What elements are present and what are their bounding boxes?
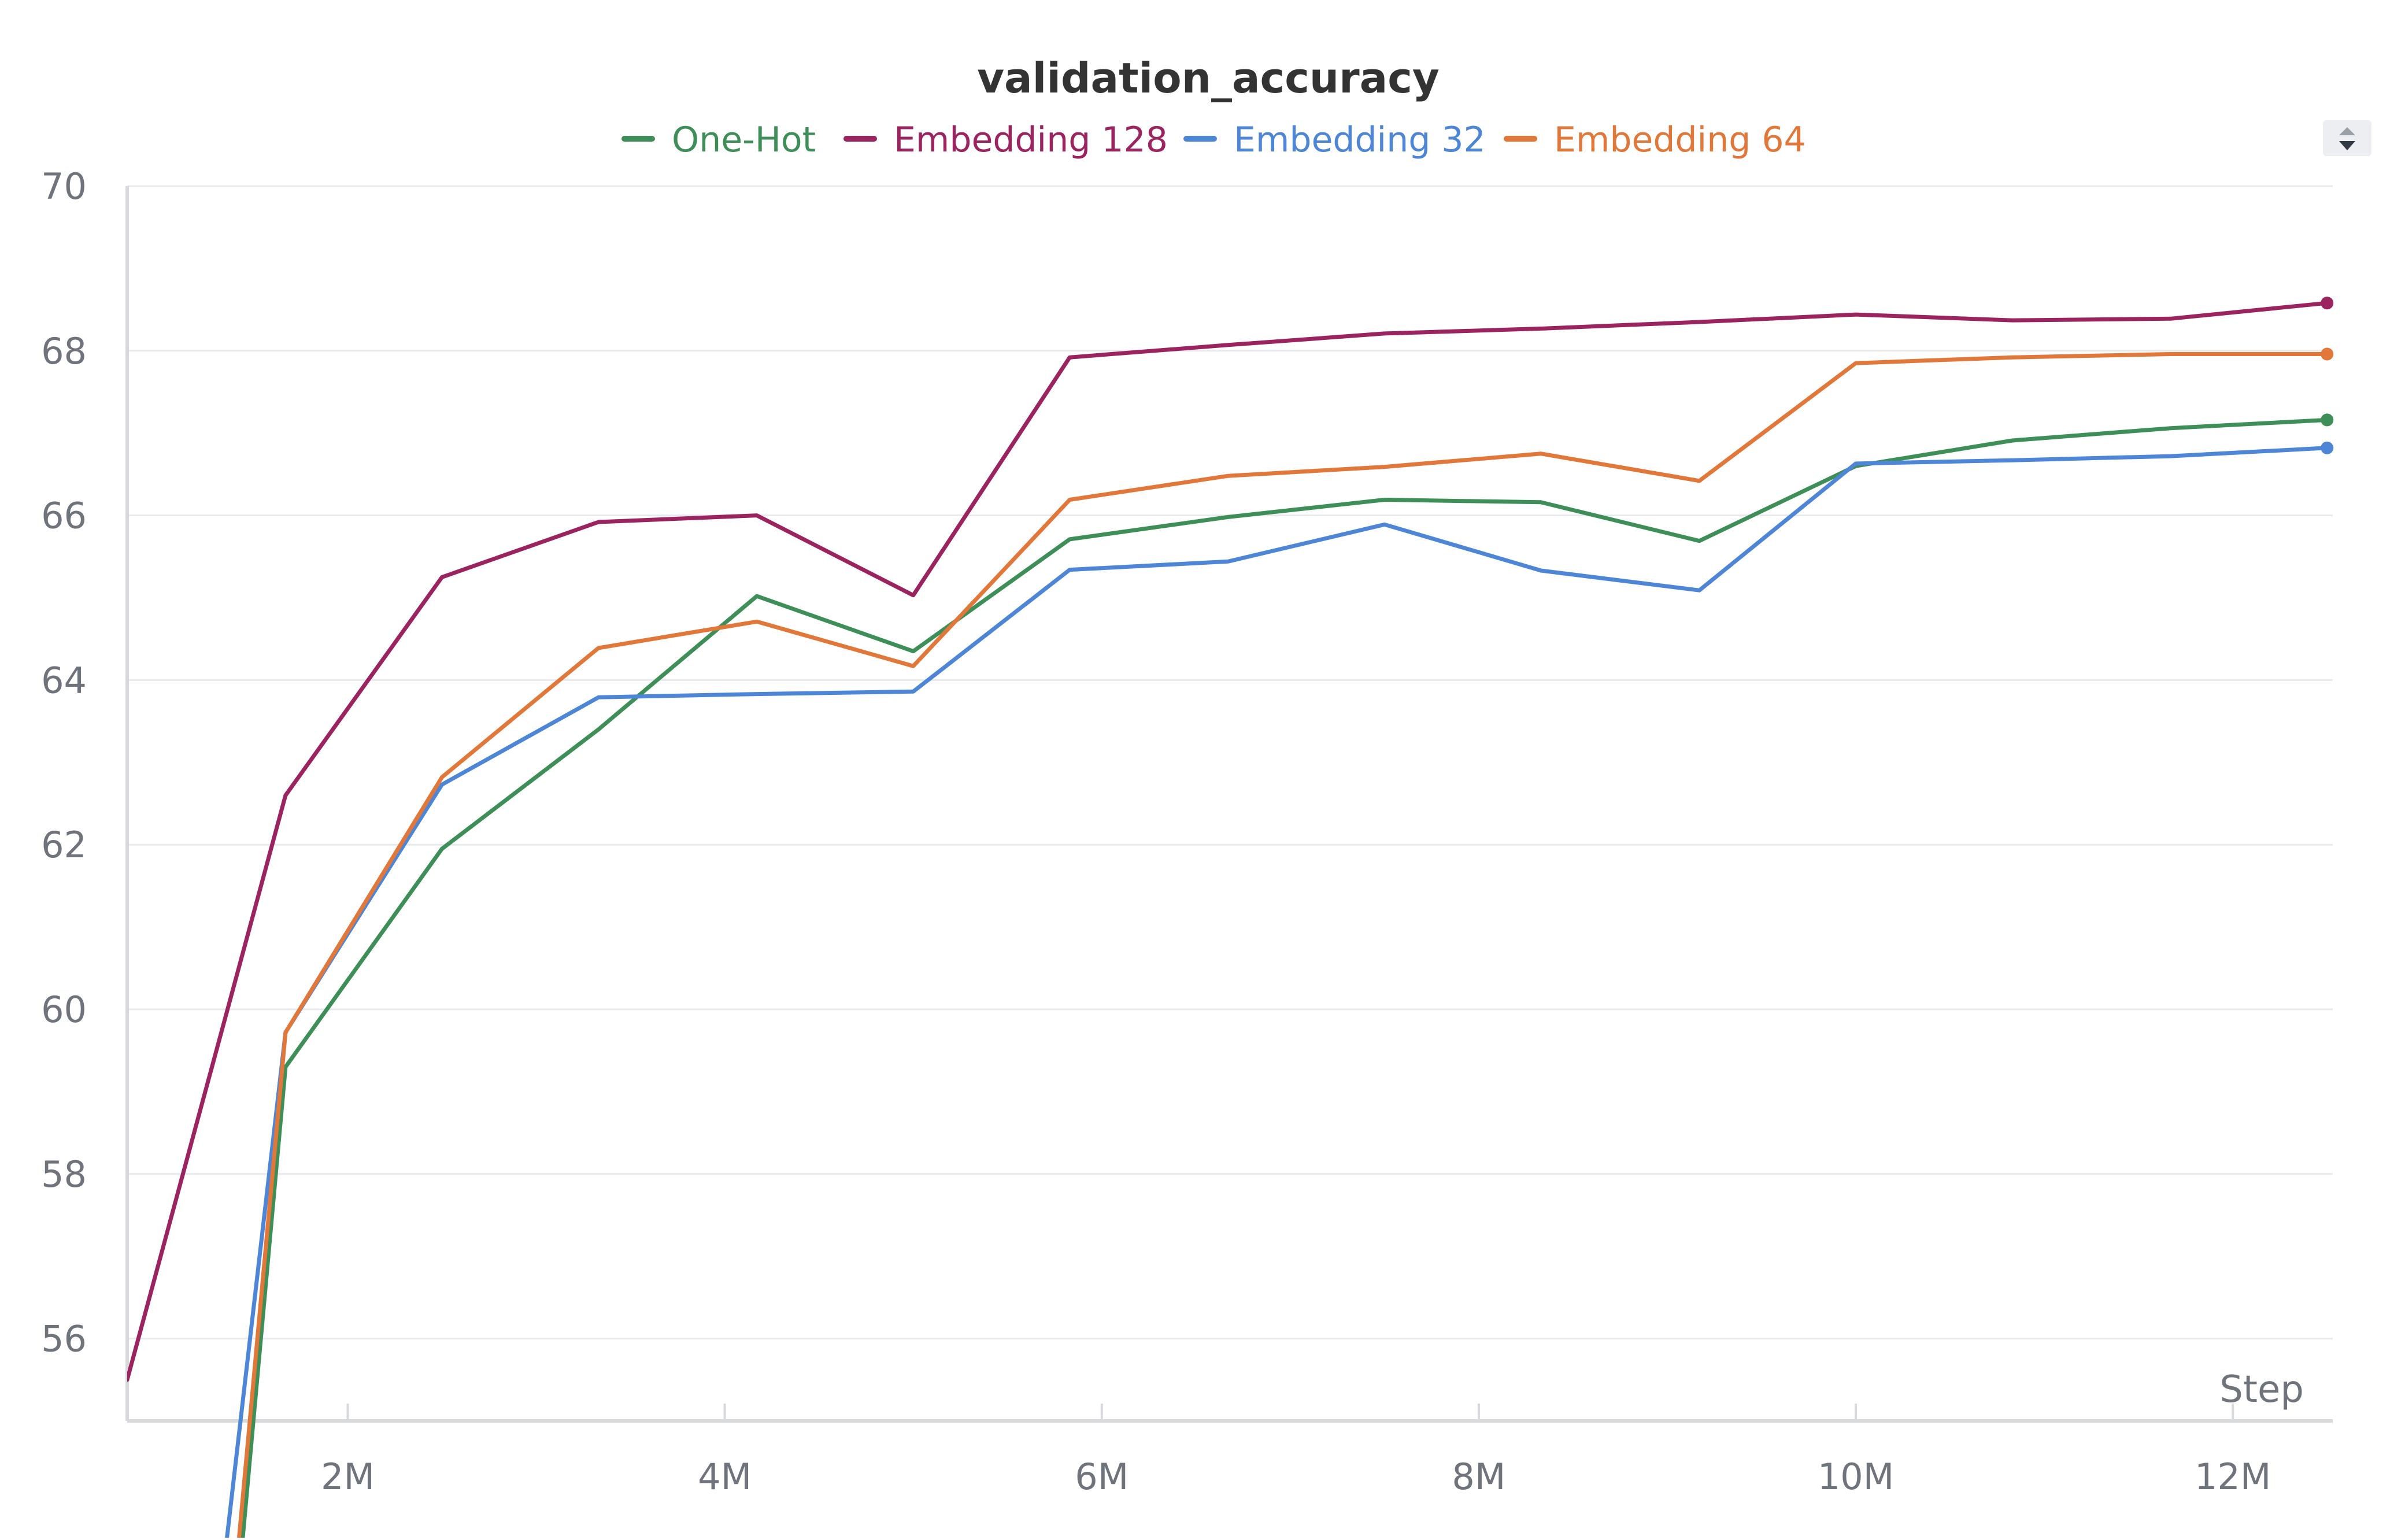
x-tick-label: 12M: [2195, 1456, 2271, 1498]
scroll-up-icon[interactable]: [2339, 127, 2355, 135]
legend-scroll-button[interactable]: [2323, 120, 2371, 156]
x-tick-label: 8M: [1452, 1456, 1505, 1498]
y-tick-label: 64: [41, 659, 87, 701]
y-tick-label: 68: [41, 330, 87, 372]
y-axis-ticks: 56 58 60 62 64 66 68 70: [41, 165, 87, 1360]
legend-scroll-control[interactable]: [2323, 120, 2371, 156]
gridlines: [127, 185, 2333, 1340]
legend-label: Embedding 128: [894, 120, 1168, 160]
series-layer: [127, 297, 2334, 1540]
series-end-point[interactable]: [2321, 347, 2334, 361]
legend-item[interactable]: Embedding 32: [1183, 120, 1486, 160]
series-line[interactable]: [221, 446, 2329, 1540]
legend-item[interactable]: One-Hot: [621, 120, 816, 160]
legend-item[interactable]: Embedding 64: [1504, 120, 1806, 160]
series-end-point[interactable]: [2321, 441, 2334, 454]
axes: [125, 186, 2333, 1423]
y-tick-label: 58: [41, 1153, 87, 1195]
y-tick-label: 66: [41, 495, 87, 537]
x-tick-label: 6M: [1075, 1456, 1128, 1498]
y-tick-label: 60: [41, 989, 87, 1031]
legend-label: One-Hot: [672, 120, 816, 160]
series-group: [221, 446, 2329, 1540]
y-tick-label: 62: [41, 824, 87, 866]
scroll-down-icon[interactable]: [2339, 141, 2355, 150]
series-end-point[interactable]: [2321, 297, 2334, 310]
y-tick-label: 56: [41, 1318, 87, 1360]
legend-item[interactable]: Embedding 128: [843, 120, 1168, 160]
x-tick-label: 10M: [1818, 1456, 1894, 1498]
y-tick-label: 70: [41, 165, 87, 208]
x-tick-label: 4M: [698, 1456, 752, 1498]
legend-label: Embedding 64: [1554, 120, 1806, 160]
series-group: [238, 417, 2329, 1540]
x-tick-label: 2M: [321, 1456, 375, 1498]
series-end-point[interactable]: [2321, 413, 2334, 427]
series-line[interactable]: [127, 301, 2329, 1382]
series-group: [127, 301, 2329, 1382]
x-axis-label: Step: [2219, 1368, 2304, 1411]
series-line[interactable]: [235, 352, 2329, 1540]
chart-legend: One-Hot Embedding 128 Embedding 32 Embeddin…: [621, 120, 1806, 160]
x-axis-ticks: 2M 4M 6M 8M 10M 12M: [321, 1404, 2271, 1498]
series-line[interactable]: [238, 417, 2329, 1540]
legend-label: Embedding 32: [1234, 120, 1486, 160]
series-group: [235, 352, 2329, 1540]
chart-title: validation_accuracy: [977, 54, 1440, 102]
